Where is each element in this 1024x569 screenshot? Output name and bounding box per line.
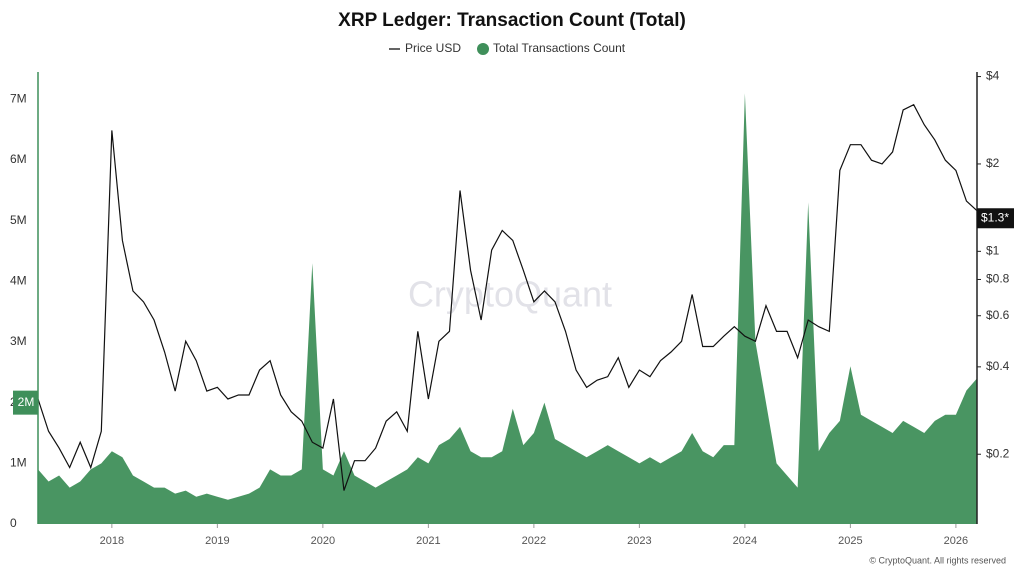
- y2-tick-label: $4: [986, 69, 1000, 83]
- y2-tick-label: $0.6: [986, 308, 1010, 322]
- y-tick-label: 1M: [10, 455, 27, 469]
- x-tick-label: 2025: [838, 535, 862, 547]
- x-tick-label: 2018: [100, 535, 124, 547]
- x-tick-label: 2020: [311, 535, 335, 547]
- legend-label: Price USD: [405, 41, 461, 55]
- y2-tick-label: $0.8: [986, 272, 1010, 286]
- chart-title: XRP Ledger: Transaction Count (Total): [338, 10, 686, 31]
- y-tick-label: 3M: [10, 334, 27, 348]
- y2-tick-label: $2: [986, 156, 1000, 170]
- price-marker-box: [977, 208, 1014, 229]
- count-marker-box: [13, 390, 38, 415]
- count-marker-label: 2M: [18, 395, 35, 409]
- x-tick-label: 2022: [522, 535, 546, 547]
- x-tick-label: 2019: [205, 535, 229, 547]
- legend-swatch: [477, 43, 490, 55]
- y2-tick-label: $1: [986, 244, 1000, 258]
- y-tick-label: 6M: [10, 152, 27, 166]
- price-line: [37, 103, 978, 491]
- x-tick-label: 2026: [944, 535, 968, 547]
- y2-tick-label: $0.4: [986, 359, 1010, 373]
- price-marker-label: $1.3*: [981, 210, 1009, 224]
- y-tick-label: 4M: [10, 273, 27, 287]
- legend-label: Total Transactions Count: [493, 41, 626, 55]
- legend: Price USD Total Transactions Count: [389, 41, 626, 55]
- y-tick-label: 5M: [10, 213, 27, 227]
- footer: © CryptoQuant. All rights reserved: [869, 555, 1006, 565]
- x-tick-label: 2021: [416, 535, 440, 547]
- watermark: CryptoQuant: [408, 274, 612, 315]
- x-tick-label: 2023: [627, 535, 651, 547]
- y-tick-label: 7M: [10, 91, 27, 105]
- x-tick-label: 2024: [733, 535, 757, 547]
- y2-tick-label: $0.2: [986, 446, 1010, 460]
- area: [38, 93, 977, 525]
- y-tick-label: 0: [10, 516, 17, 530]
